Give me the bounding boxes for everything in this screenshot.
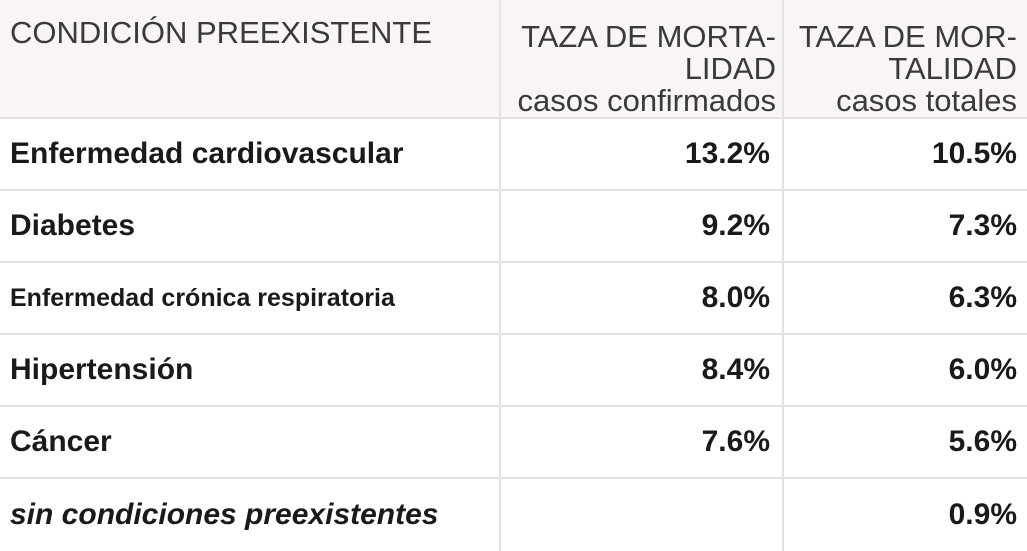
table-row: Enfermedad crónica respiratoria 8.0% 6.3…: [0, 263, 1027, 335]
condition-cell: Enfermedad cardiovascular: [0, 119, 501, 189]
header-total: TAZA DE MOR- TALIDAD casos totales: [784, 0, 1027, 117]
header-condition: CONDICIÓN PREEXISTENTE: [0, 0, 501, 117]
header-total-line3: casos totales: [836, 83, 1017, 118]
total-rate-cell: 7.3%: [948, 209, 1017, 242]
header-total-line1: TAZA DE MOR-: [798, 19, 1017, 54]
table-row: Hipertensión 8.4% 6.0%: [0, 335, 1027, 407]
condition-cell: sin condiciones preexistentes: [0, 479, 501, 551]
table-header-row: CONDICIÓN PREEXISTENTE TAZA DE MORTA- LI…: [0, 0, 1027, 119]
header-condition-label: CONDICIÓN PREEXISTENTE: [10, 15, 432, 50]
total-rate-cell: 6.3%: [948, 281, 1017, 314]
total-rate-cell: 5.6%: [948, 425, 1017, 458]
confirmed-rate-cell: 9.2%: [501, 191, 784, 261]
confirmed-rate-cell: 13.2%: [501, 119, 784, 189]
header-confirmed-line2: LIDAD: [684, 51, 776, 86]
total-rate-cell: 0.9%: [948, 498, 1017, 531]
condition-cell: Diabetes: [0, 191, 501, 261]
confirmed-rate-cell: 7.6%: [501, 407, 784, 477]
table-row: Cáncer 7.6% 5.6%: [0, 407, 1027, 479]
total-rate-cell: 10.5%: [931, 137, 1017, 170]
condition-cell: Cáncer: [0, 407, 501, 477]
condition-cell: Enfermedad crónica respiratoria: [0, 263, 501, 333]
confirmed-rate-cell: 8.4%: [501, 335, 784, 405]
confirmed-rate-cell: [501, 479, 784, 551]
confirmed-rate-cell: 8.0%: [501, 263, 784, 333]
header-confirmed-line1: TAZA DE MORTA-: [521, 19, 776, 54]
table-row: sin condiciones preexistentes 0.9%: [0, 479, 1027, 551]
table-row: Diabetes 9.2% 7.3%: [0, 191, 1027, 263]
condition-cell: Hipertensión: [0, 335, 501, 405]
table-row: Enfermedad cardiovascular 13.2% 10.5%: [0, 119, 1027, 191]
header-confirmed-line3: casos confirmados: [517, 83, 776, 118]
total-rate-cell: 6.0%: [948, 353, 1017, 386]
header-total-line2: TALIDAD: [888, 51, 1017, 86]
header-confirmed: TAZA DE MORTA- LIDAD casos confirmados: [501, 0, 784, 117]
